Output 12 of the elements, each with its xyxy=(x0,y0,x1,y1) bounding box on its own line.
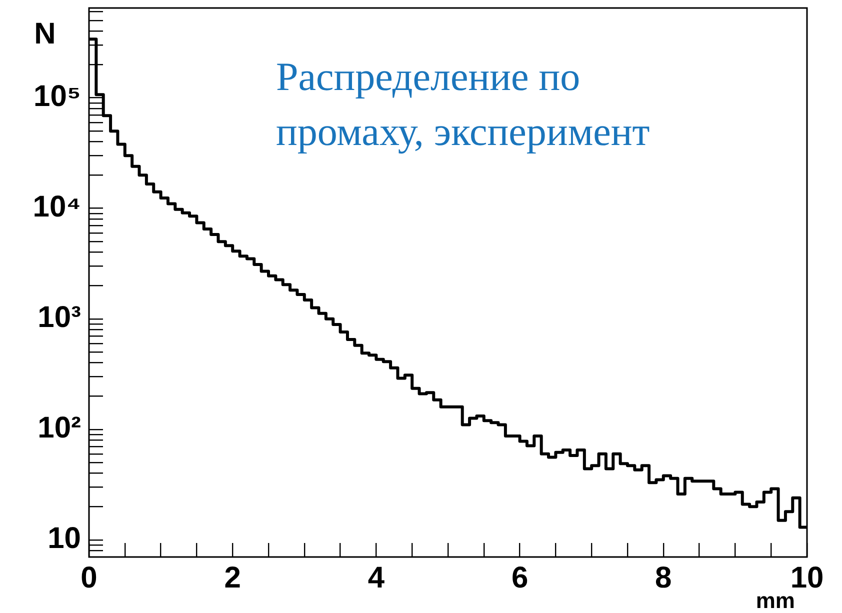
y-tick-label: 10³ xyxy=(38,301,82,334)
x-tick-label: 0 xyxy=(80,561,98,594)
x-tick-label: 4 xyxy=(368,561,385,594)
x-tick-label: 2 xyxy=(224,561,241,594)
x-tick-label: 6 xyxy=(511,561,528,594)
x-tick-label: 8 xyxy=(655,561,672,594)
annotation: Распределение по промаху, эксперимент xyxy=(276,54,650,154)
y-tick-label: 10⁴ xyxy=(32,190,81,224)
y-tick-label: 10² xyxy=(38,412,82,445)
y-tick-label: 10 xyxy=(48,522,81,556)
y-axis-title: N xyxy=(34,17,56,50)
y-tick-label: 10⁵ xyxy=(34,80,81,114)
